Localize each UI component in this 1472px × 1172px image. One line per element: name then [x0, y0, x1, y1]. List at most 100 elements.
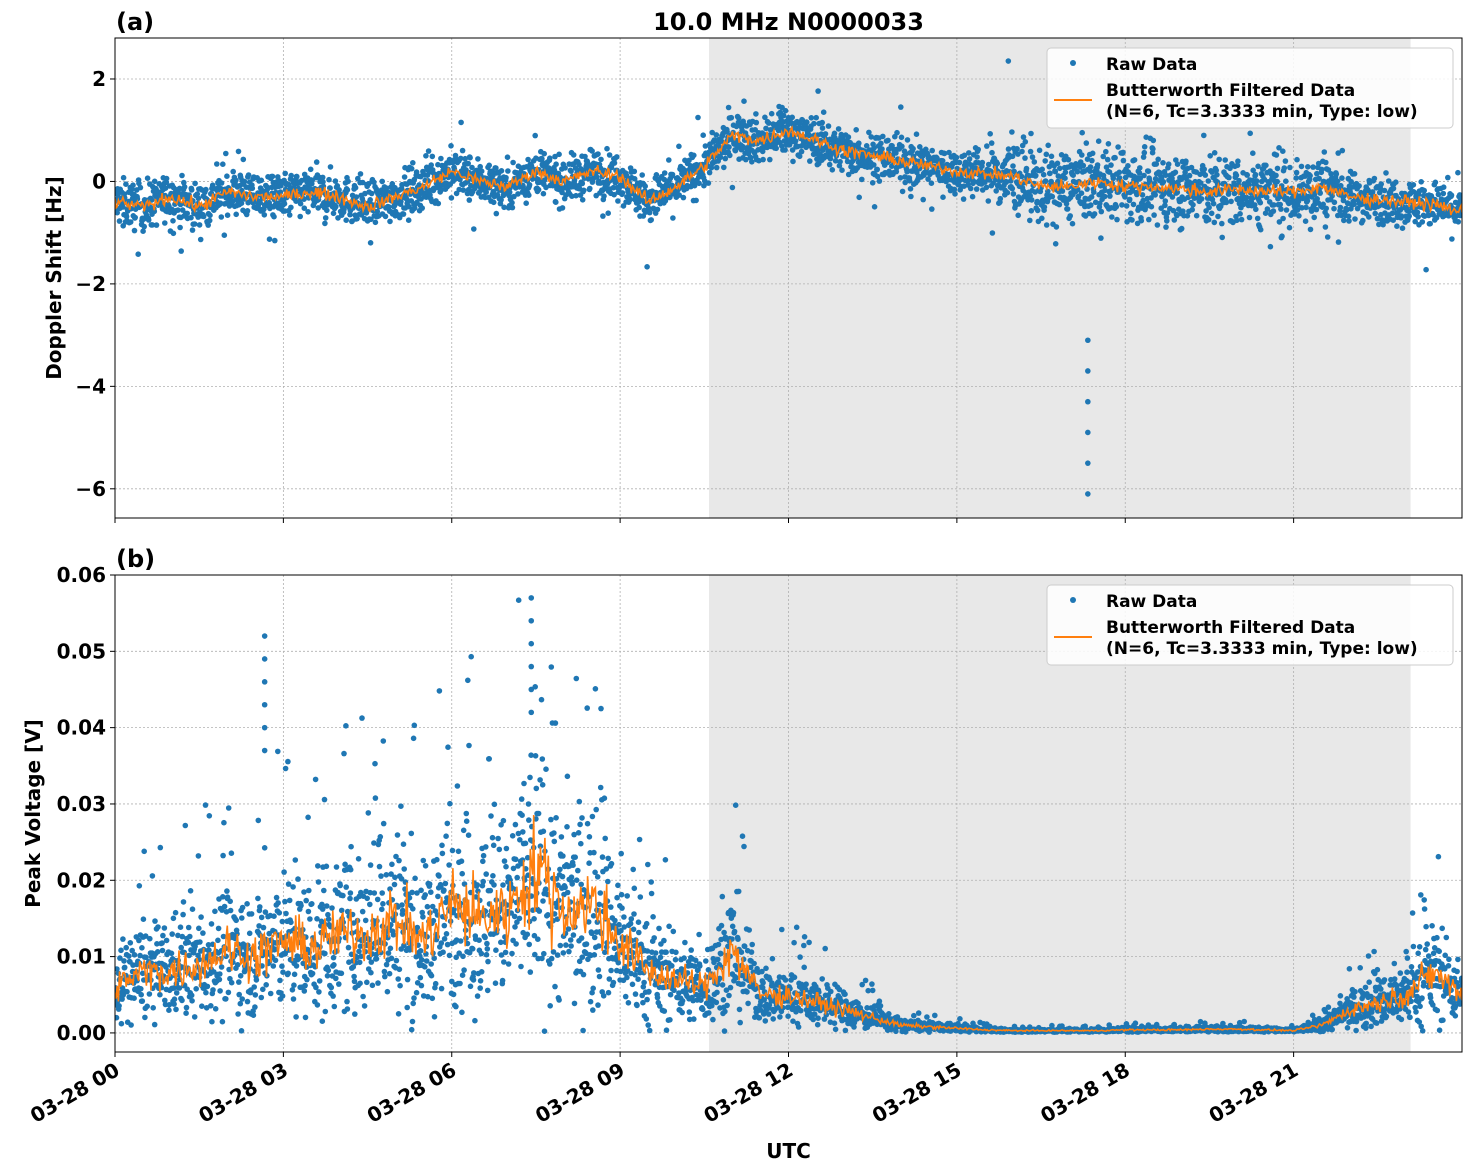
raw-data-point: [538, 696, 545, 703]
raw-data-point: [1421, 187, 1427, 194]
raw-data-point: [1067, 213, 1073, 219]
raw-data-point: [596, 901, 602, 908]
raw-data-point: [307, 166, 314, 173]
raw-data-point: [418, 982, 425, 989]
raw-data-point: [1278, 206, 1284, 212]
raw-data-point: [161, 925, 168, 931]
raw-data-point: [533, 785, 540, 792]
raw-data-point: [1234, 217, 1240, 224]
raw-data-point: [324, 207, 330, 214]
raw-data-point: [1206, 204, 1212, 211]
raw-data-point: [206, 217, 213, 224]
raw-data-point: [1257, 226, 1264, 233]
raw-data-point: [502, 949, 509, 956]
raw-data-point: [1321, 149, 1328, 155]
raw-data-point: [1178, 225, 1185, 232]
raw-data-point: [212, 908, 218, 915]
raw-data-point: [576, 161, 582, 168]
raw-data-point: [136, 883, 143, 889]
raw-data-point: [325, 967, 332, 974]
raw-data-point: [1381, 187, 1388, 194]
raw-data-point: [383, 185, 390, 191]
raw-data-point: [409, 889, 415, 896]
raw-data-point: [869, 180, 876, 186]
raw-data-point: [1274, 165, 1281, 172]
raw-data-point: [1348, 178, 1354, 185]
raw-data-point: [239, 996, 245, 1002]
raw-data-point: [789, 114, 795, 121]
raw-data-point: [238, 200, 245, 206]
raw-data-point: [1131, 157, 1138, 163]
raw-data-point: [461, 967, 467, 973]
raw-data-point: [1252, 171, 1259, 178]
raw-data-point: [372, 760, 378, 767]
raw-data-point: [141, 216, 147, 222]
raw-data-point: [559, 205, 566, 211]
raw-data-point: [1065, 156, 1072, 163]
raw-data-point: [701, 182, 707, 189]
raw-data-point: [155, 924, 161, 930]
raw-data-point: [1201, 166, 1207, 172]
raw-data-point: [1154, 222, 1161, 228]
raw-data-point: [596, 973, 603, 980]
raw-data-point: [1234, 162, 1241, 169]
raw-data-point: [313, 159, 320, 165]
raw-data-point: [1015, 151, 1021, 157]
raw-data-point: [1150, 137, 1157, 144]
raw-data-point: [298, 902, 304, 909]
raw-data-point: [261, 845, 268, 851]
raw-data-point: [277, 977, 283, 984]
raw-data-point: [1008, 178, 1014, 184]
raw-data-point: [503, 863, 509, 870]
raw-data-point: [1193, 212, 1200, 219]
raw-data-point: [139, 945, 145, 951]
raw-data-point: [384, 988, 391, 995]
raw-data-point: [601, 193, 607, 199]
raw-data-point: [356, 959, 363, 966]
raw-data-point: [462, 155, 469, 162]
raw-data-point: [271, 913, 277, 919]
raw-data-point: [438, 985, 445, 992]
raw-data-point: [375, 980, 381, 986]
raw-data-point: [1263, 194, 1270, 201]
raw-data-point: [504, 154, 511, 160]
raw-data-point: [448, 195, 455, 201]
raw-data-point: [244, 208, 251, 214]
raw-data-point: [368, 190, 375, 197]
raw-data-point: [907, 186, 914, 192]
raw-data-point: [128, 1022, 134, 1028]
raw-data-outlier: [1085, 368, 1091, 374]
raw-data-point: [1293, 175, 1299, 181]
raw-data-point: [1089, 150, 1096, 157]
raw-data-point: [139, 998, 146, 1004]
raw-data-point: [593, 806, 599, 813]
raw-data-point: [235, 148, 242, 155]
raw-data-point: [940, 194, 946, 200]
raw-data-point: [234, 962, 241, 968]
raw-data-point: [1020, 134, 1027, 140]
raw-data-point: [285, 758, 291, 765]
raw-data-point: [556, 151, 562, 158]
raw-data-point: [1150, 146, 1156, 152]
raw-data-point: [1100, 153, 1106, 160]
raw-data-point: [727, 152, 733, 159]
raw-data-point: [1186, 172, 1193, 179]
raw-data-point: [478, 168, 485, 174]
legend-raw-label: Raw Data: [1106, 55, 1197, 75]
raw-data-point: [295, 876, 301, 882]
raw-data-point: [273, 894, 280, 901]
raw-data-point: [1276, 219, 1283, 225]
raw-data-point: [288, 919, 294, 926]
raw-data-point: [807, 158, 813, 164]
raw-data-point: [505, 961, 512, 967]
raw-data-point: [252, 1004, 258, 1010]
raw-data-point: [379, 178, 386, 185]
raw-data-point: [893, 150, 899, 156]
raw-data-point: [832, 158, 839, 164]
raw-data-point: [376, 863, 383, 870]
raw-data-point: [400, 841, 407, 847]
raw-data-point: [1286, 224, 1293, 231]
raw-data-point: [212, 1006, 219, 1012]
raw-data-point: [463, 810, 470, 817]
raw-data-point: [820, 109, 827, 115]
